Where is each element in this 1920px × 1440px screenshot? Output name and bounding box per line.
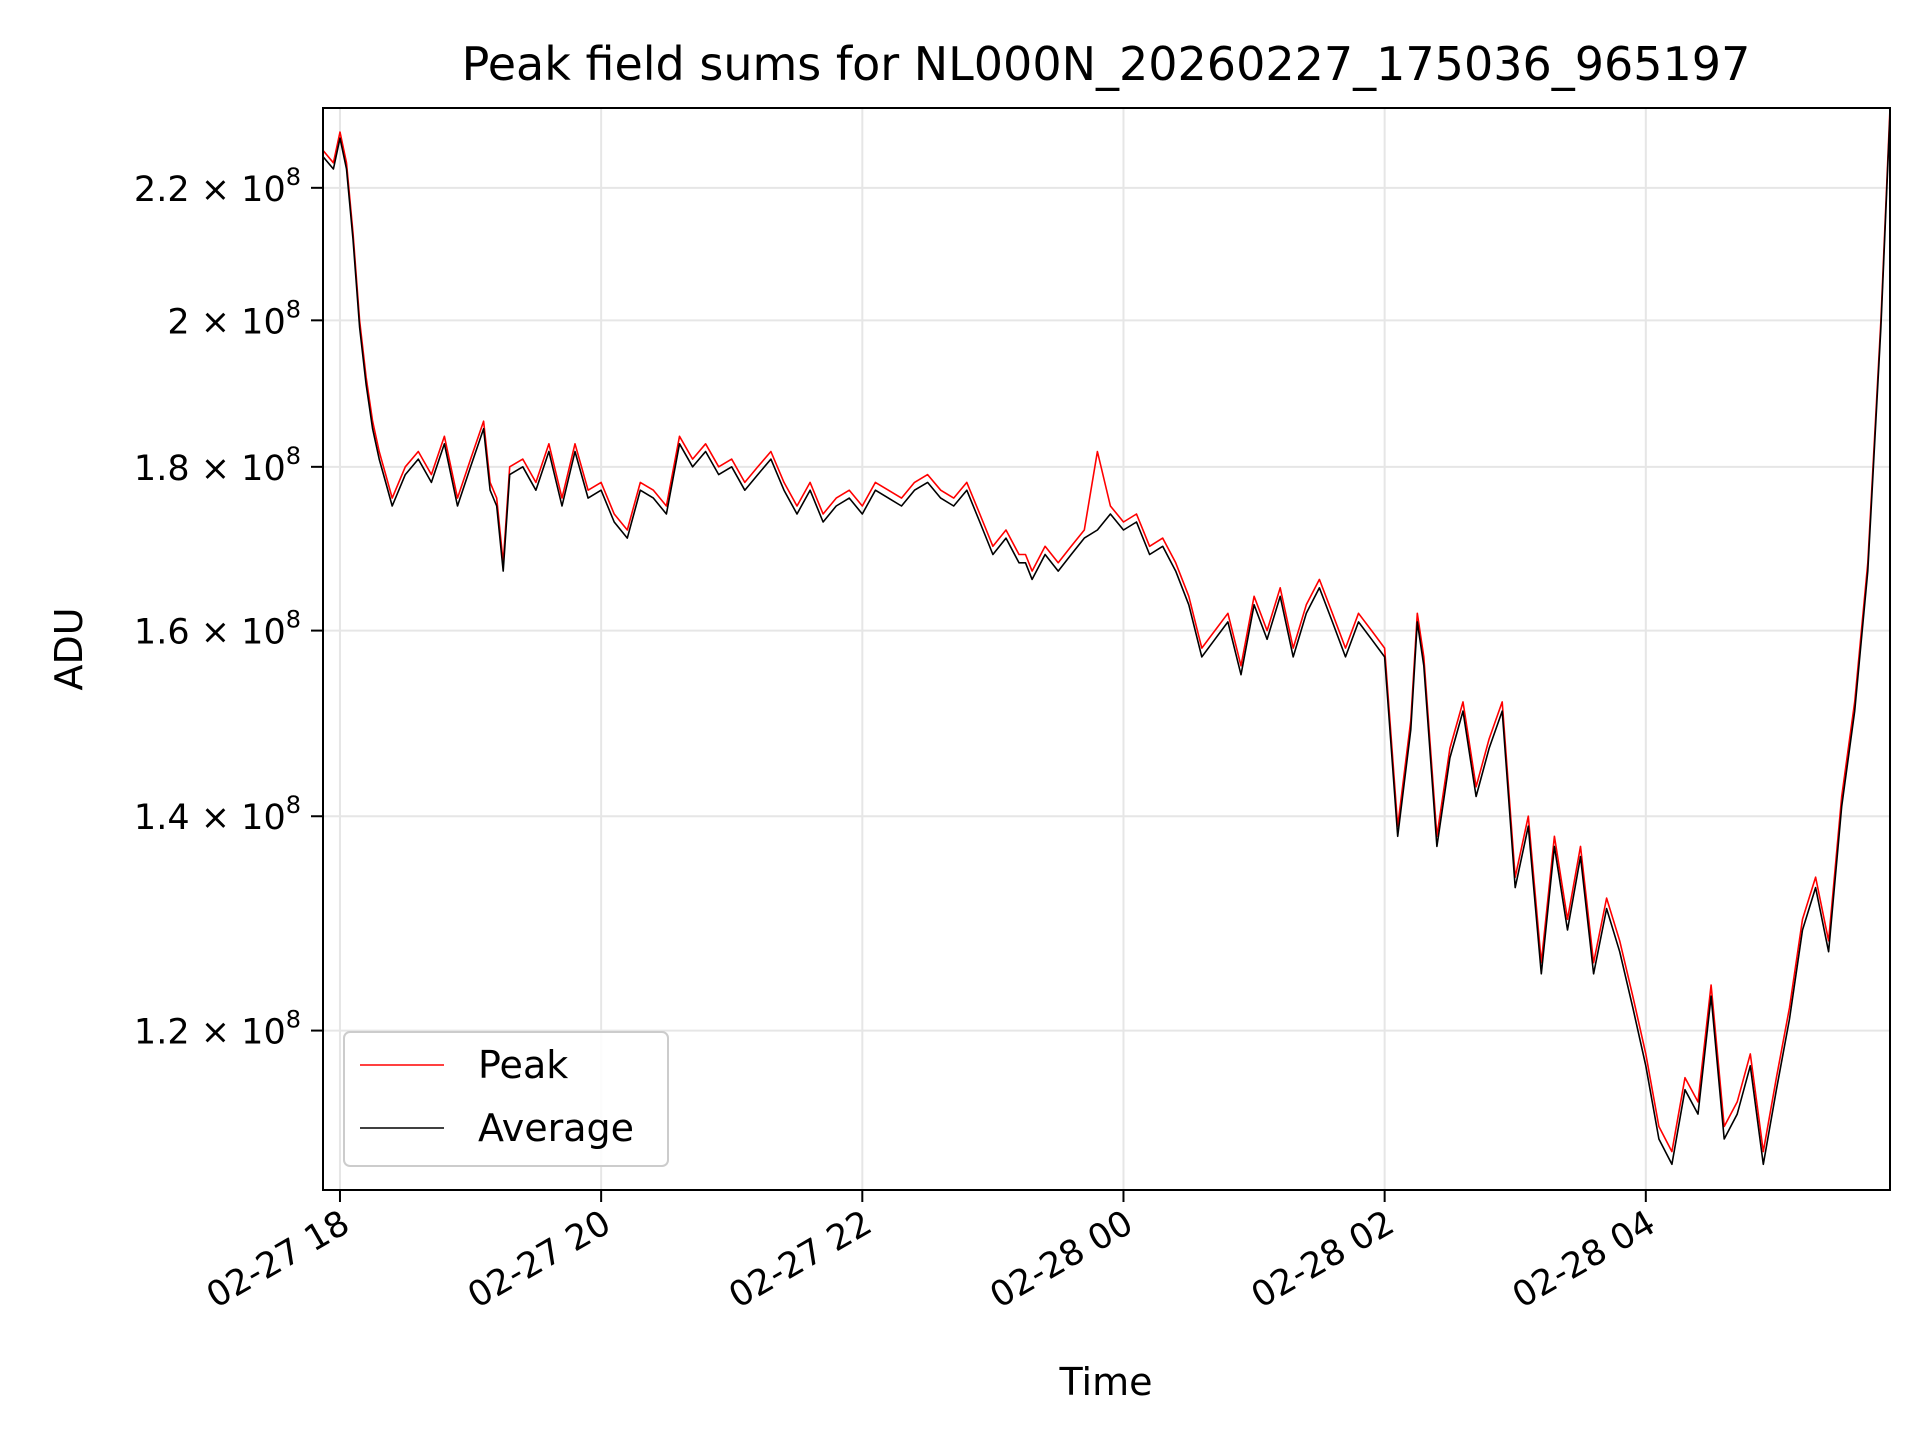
- y-tick-base: × 10: [190, 449, 286, 489]
- y-tick-label: 1.6 × 108: [134, 606, 301, 653]
- x-tick-label: 02-28 02: [1245, 1203, 1401, 1316]
- y-tick-base: × 10: [190, 170, 286, 210]
- y-tick-exponent: 8: [286, 442, 301, 470]
- y-tick-label: 1.4 × 108: [134, 791, 301, 838]
- x-axis: 02-27 18 02-27 20 02-27 22 02-28 00 02-28 02…: [200, 1190, 1662, 1316]
- plot-frame: [322, 107, 1891, 1191]
- y-tick-mantissa: 2.2: [134, 170, 190, 210]
- series-line-average: [323, 113, 1890, 1166]
- x-tick-label: 02-28 04: [1506, 1203, 1662, 1316]
- y-axis-label: ADU: [47, 607, 91, 690]
- x-tick-label: 02-27 22: [723, 1203, 879, 1316]
- y-tick-label: 1.2 × 108: [134, 1006, 301, 1053]
- y-tick-label: 2 × 108: [167, 295, 301, 342]
- grid-lines: [323, 108, 1890, 1190]
- y-tick-base: × 10: [190, 613, 286, 653]
- y-tick-base: × 10: [190, 302, 286, 342]
- chart-title: Peak field sums for NL000N_20260227_1750…: [462, 37, 1751, 91]
- y-tick-mantissa: 1.2: [134, 1013, 190, 1053]
- x-tick-label: 02-28 00: [984, 1203, 1140, 1316]
- series-line-peak: [323, 108, 1890, 1153]
- y-tick-exponent: 8: [286, 295, 301, 323]
- y-tick-mantissa: 1.4: [134, 798, 190, 838]
- x-tick-label: 02-27 18: [200, 1203, 356, 1316]
- y-tick-mantissa: 1.6: [134, 613, 190, 653]
- legend: Peak Average: [343, 1031, 669, 1167]
- y-tick-exponent: 8: [286, 163, 301, 191]
- x-tick-label: 02-27 20: [461, 1203, 617, 1316]
- y-tick-label: 1.8 × 108: [134, 442, 301, 489]
- y-tick-label: 2.2 × 108: [134, 163, 301, 210]
- x-axis-label: Time: [1059, 1360, 1153, 1404]
- y-tick-base: × 10: [190, 798, 286, 838]
- series-layer: [323, 108, 1890, 1166]
- legend-label-average: Average: [478, 1106, 634, 1150]
- y-tick-mantissa: 1.8: [134, 449, 190, 489]
- y-tick-exponent: 8: [286, 791, 301, 819]
- y-tick-exponent: 8: [286, 606, 301, 634]
- y-tick-exponent: 8: [286, 1006, 301, 1034]
- y-tick-base: × 10: [190, 1013, 286, 1053]
- legend-label-peak: Peak: [478, 1043, 568, 1087]
- y-tick-mantissa: 2: [167, 302, 189, 342]
